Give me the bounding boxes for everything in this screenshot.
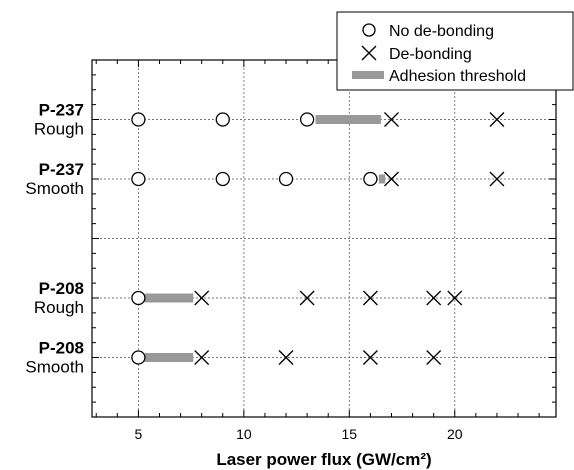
category-label-bold: P-237 [39, 101, 84, 120]
category-labels: P-237RoughP-237SmoothP-208RoughP-208Smoo… [25, 101, 84, 377]
tick-layer: 5 10 15 20 [92, 60, 556, 442]
category-label-bold: P-237 [39, 160, 84, 179]
category-label-plain: Rough [34, 120, 84, 139]
marker-layer [131, 112, 505, 365]
debond-point [384, 171, 399, 187]
debond-point [426, 290, 442, 306]
debond-point [194, 350, 210, 365]
debond-point [362, 350, 378, 365]
debond-point [194, 290, 210, 306]
no-debond-point [299, 112, 315, 127]
x-tick-label: 20 [447, 426, 463, 442]
no-debond-point [131, 350, 146, 365]
debond-point [489, 112, 505, 127]
legend-debond-marker [361, 45, 377, 61]
x-tick-label: 15 [342, 426, 358, 442]
category-label-bold: P-208 [39, 339, 84, 358]
debond-point [299, 290, 315, 306]
debond-point [447, 290, 463, 306]
no-debond-point [215, 112, 230, 127]
legend-no-debond-label: No de-bonding [389, 23, 494, 40]
legend-debond-label: De-bonding [389, 46, 472, 63]
debond-point [489, 171, 505, 187]
debond-point [384, 112, 399, 127]
legend-no-debond-marker [362, 23, 376, 37]
no-debond-point [363, 171, 378, 187]
x-axis-label: Laser power flux (GW/cm²) [216, 450, 431, 469]
category-label-bold: P-208 [39, 279, 84, 298]
threshold-bar [378, 174, 386, 184]
legend-threshold-label: Adhesion threshold [389, 68, 526, 85]
no-debond-point [131, 112, 146, 127]
x-tick-label: 5 [135, 426, 143, 442]
no-debond-point [131, 171, 146, 187]
category-label-plain: Smooth [25, 179, 84, 198]
debond-point [362, 290, 378, 306]
category-label-plain: Rough [34, 298, 84, 317]
legend: No de-bonding De-bonding Adhesion thresh… [336, 11, 574, 91]
no-debond-point [131, 290, 146, 306]
no-debond-point [215, 171, 230, 187]
threshold-layer [144, 115, 386, 362]
category-label-plain: Smooth [25, 358, 84, 377]
grid-layer [92, 60, 556, 417]
x-tick-label: 10 [236, 426, 252, 442]
threshold-bar [315, 115, 381, 124]
legend-threshold-swatch [352, 71, 384, 79]
debond-point [426, 350, 442, 365]
threshold-bar [144, 353, 194, 362]
debond-point [278, 350, 294, 365]
threshold-bar [144, 293, 194, 303]
no-debond-point [278, 171, 294, 187]
